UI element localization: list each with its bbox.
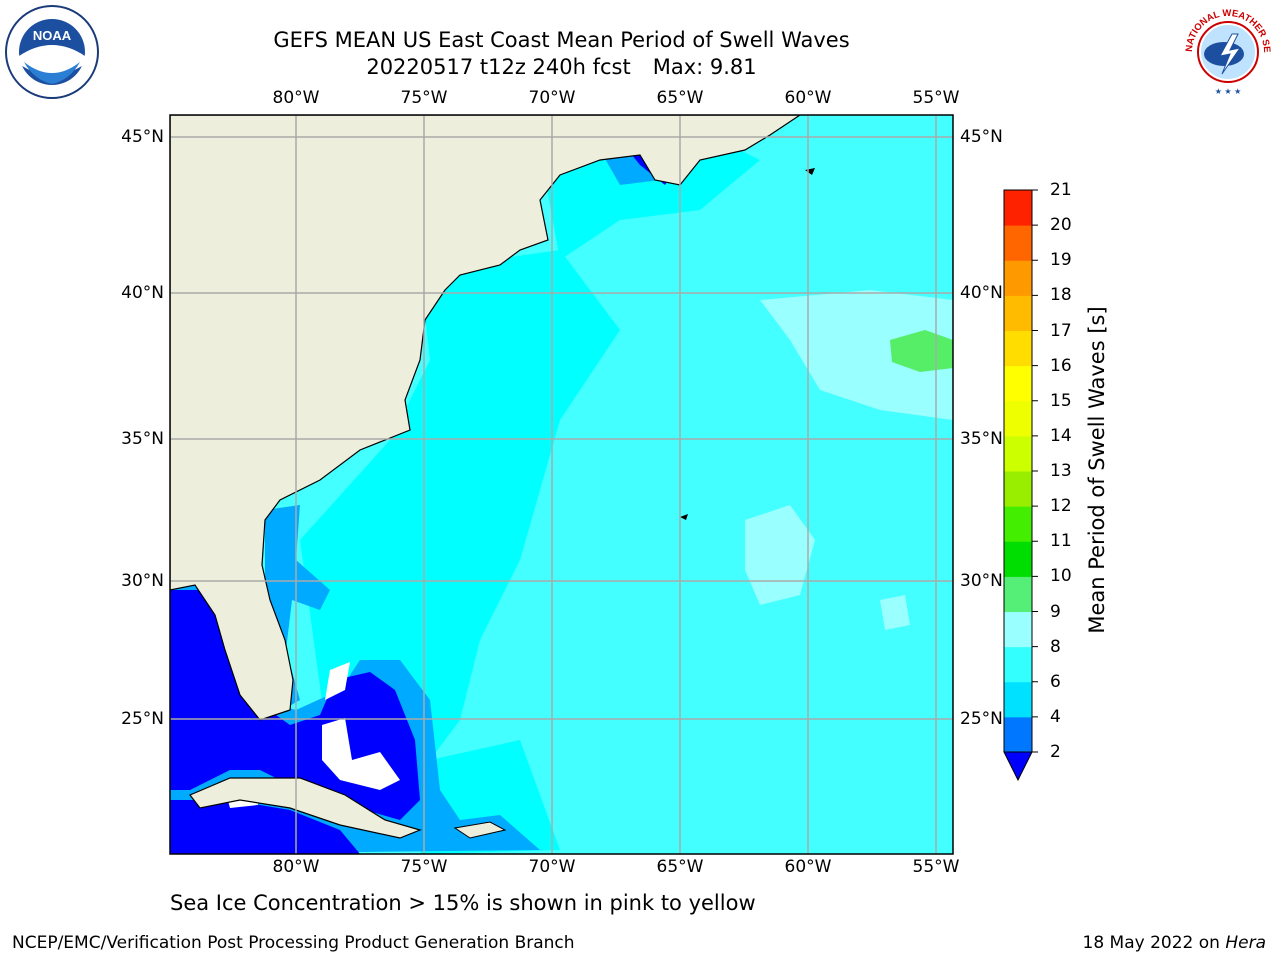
- latitude-label-right: 35°N: [960, 429, 1003, 449]
- latitude-label-right: 25°N: [960, 709, 1003, 729]
- colorbar-tick-label: 16: [1050, 355, 1072, 376]
- map-field: [170, 115, 953, 854]
- footer-machine: Hera: [1225, 933, 1266, 953]
- colorbar-tick-label: 14: [1050, 425, 1072, 446]
- colorbar-tick-label: 17: [1050, 320, 1072, 341]
- colorbar-segment: [1004, 471, 1032, 507]
- colorbar-tick-label: 4: [1050, 706, 1061, 727]
- longitude-label-top: 70°W: [528, 88, 576, 108]
- longitude-label-bottom: 55°W: [912, 857, 960, 877]
- colorbar-segment: [1004, 611, 1032, 648]
- map-frame: [169, 114, 954, 855]
- colorbar-tick-label: 19: [1050, 250, 1072, 271]
- colorbar-tick-label: 20: [1050, 215, 1072, 236]
- colorbar-tick-label: 13: [1050, 461, 1072, 481]
- colorbar-segment: [1004, 576, 1032, 612]
- latitude-label-left: 40°N: [121, 283, 164, 303]
- forecast-date: 20220517 t12z 240h fcst: [366, 55, 631, 79]
- footer-date: 18 May 2022 on Hera: [1083, 933, 1267, 953]
- longitude-label-bottom: 80°W: [272, 857, 320, 877]
- latitude-label-left: 30°N: [121, 571, 164, 591]
- noaa-logo: NOAA: [4, 4, 100, 100]
- latitude-label-right: 45°N: [960, 127, 1003, 147]
- footer-date-text: 18 May 2022 on: [1082, 933, 1220, 953]
- latitude-label-right: 30°N: [960, 571, 1003, 591]
- colorbar-tick-label: 8: [1050, 636, 1061, 657]
- colorbar-segment: [1004, 260, 1032, 296]
- colorbar-tick-label: 21: [1050, 180, 1072, 200]
- latitude-label-left: 25°N: [121, 709, 164, 729]
- noaa-logo-text: NOAA: [33, 28, 72, 43]
- colorbar-tick-label: 12: [1050, 496, 1072, 517]
- land-hispaniola: [453, 821, 507, 839]
- latitude-label-left: 35°N: [121, 429, 164, 449]
- chart-title: GEFS MEAN US East Coast Mean Period of S…: [273, 28, 850, 52]
- longitude-label-bottom: 60°W: [784, 857, 832, 877]
- ocean-6-8s: [300, 250, 620, 760]
- longitude-label-top: 65°W: [656, 88, 704, 108]
- colorbar-tick-label: 11: [1050, 531, 1072, 552]
- colorbar-segment: [1004, 646, 1032, 683]
- colorbar-segment: [1004, 400, 1032, 437]
- land-north-america: [170, 115, 802, 721]
- colorbar-segment: [1004, 330, 1032, 367]
- colorbar-tick-label: 2: [1050, 742, 1061, 762]
- sea-ice-note: Sea Ice Concentration > 15% is shown in …: [170, 891, 756, 915]
- colorbar-title: Mean Period of Swell Waves [s]: [1085, 306, 1109, 634]
- land-cuba: [189, 777, 422, 839]
- colorbar-segment: [1004, 435, 1032, 472]
- svg-text:★ ★ ★: ★ ★ ★: [1215, 87, 1242, 96]
- colorbar-tick-label: 18: [1050, 285, 1072, 306]
- colorbar-segment: [1004, 190, 1032, 226]
- longitude-label-bottom: 65°W: [656, 857, 704, 877]
- colorbar-segment: [1004, 716, 1032, 753]
- colorbar-tick-label: 9: [1050, 601, 1061, 622]
- max-value: Max: 9.81: [652, 55, 757, 79]
- colorbar-tick-label: 6: [1050, 671, 1061, 692]
- footer-branch: NCEP/EMC/Verification Post Processing Pr…: [12, 933, 575, 953]
- nws-logo: NATIONAL WEATHER SERVICE ★ ★ ★: [1177, 0, 1276, 100]
- colorbar-tick-label: 15: [1050, 390, 1072, 411]
- colorbar-segment: [1004, 365, 1032, 402]
- colorbar-segment: [1004, 681, 1032, 718]
- chart-subtitle: 20220517 t12z 240h fcst Max: 9.81: [170, 54, 953, 80]
- ocean-10-11s: [890, 330, 953, 372]
- colorbar-segment: [1004, 506, 1032, 542]
- colorbar-segment: [1004, 225, 1032, 261]
- longitude-label-bottom: 75°W: [400, 857, 448, 877]
- latitude-label-left: 45°N: [121, 127, 164, 147]
- no-data-area: [325, 662, 350, 700]
- longitude-label-top: 75°W: [400, 88, 448, 108]
- colorbar: [1003, 189, 1038, 782]
- colorbar-extend-triangle: [1003, 751, 1033, 782]
- longitude-label-bottom: 70°W: [528, 857, 576, 877]
- colorbar-segment: [1004, 541, 1032, 577]
- colorbar-segment: [1004, 295, 1032, 331]
- longitude-label-top: 80°W: [272, 88, 320, 108]
- latitude-label-right: 40°N: [960, 283, 1003, 303]
- longitude-label-top: 55°W: [912, 88, 960, 108]
- graticule: [170, 115, 953, 854]
- colorbar-tick-label: 10: [1050, 566, 1072, 587]
- longitude-label-top: 60°W: [784, 88, 832, 108]
